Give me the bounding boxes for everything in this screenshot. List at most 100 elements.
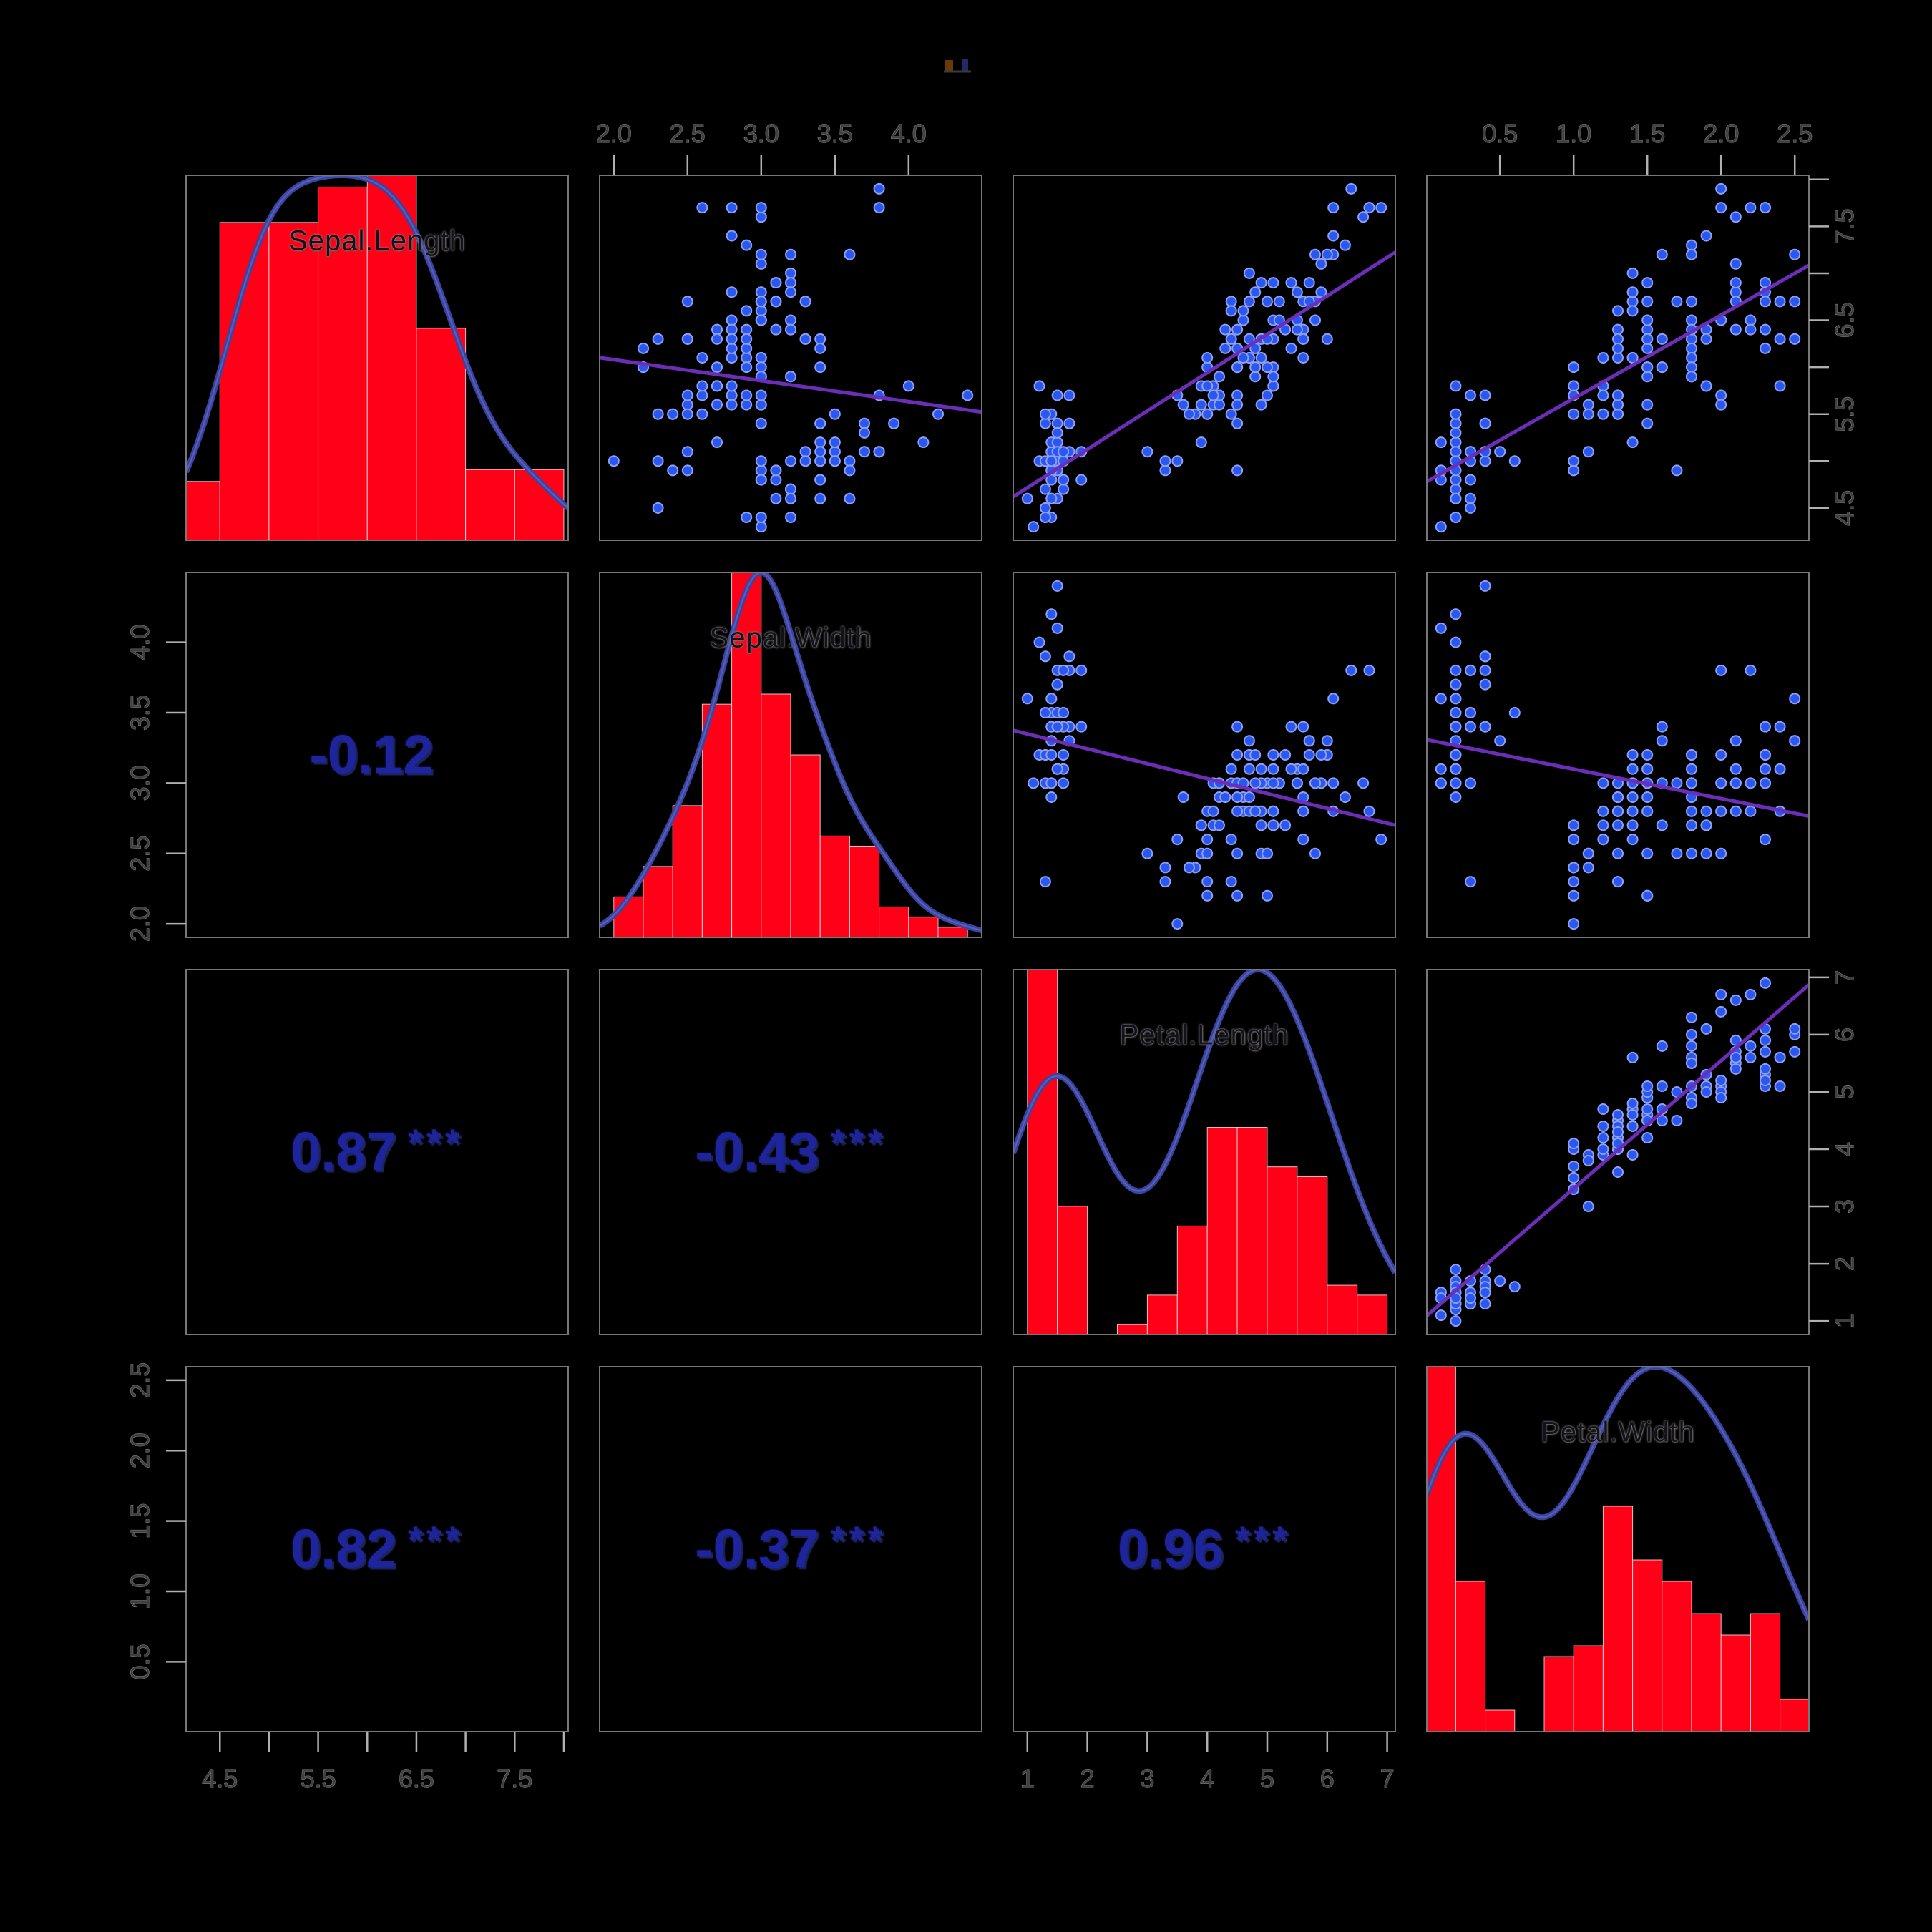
data-point xyxy=(1700,847,1712,859)
tick-label: 2.0 xyxy=(1703,119,1739,148)
tick-label: 2.5 xyxy=(1777,119,1813,148)
data-point xyxy=(1729,1051,1742,1063)
data-point xyxy=(741,239,753,251)
data-point xyxy=(1363,664,1375,676)
data-point xyxy=(1582,399,1594,411)
data-point xyxy=(711,361,723,374)
significance-stars: *** xyxy=(407,1518,464,1562)
histogram-bar xyxy=(1573,1645,1604,1732)
data-point xyxy=(1582,1201,1594,1212)
data-point xyxy=(1745,805,1757,817)
data-point xyxy=(1303,735,1315,747)
data-point xyxy=(829,408,841,420)
histogram-bar xyxy=(1455,1581,1486,1732)
data-point xyxy=(1686,1098,1697,1109)
data-point xyxy=(726,323,738,336)
data-point xyxy=(1291,777,1303,789)
data-point xyxy=(1279,819,1292,831)
data-point xyxy=(1207,389,1219,401)
data-point xyxy=(1686,819,1697,831)
data-point xyxy=(726,333,738,345)
panel-r1c1 xyxy=(185,175,569,541)
panel-r2c3 xyxy=(1013,572,1396,938)
panel-border xyxy=(599,175,982,541)
data-point xyxy=(1063,389,1075,401)
data-point xyxy=(696,408,708,420)
data-point xyxy=(1641,889,1654,902)
data-point xyxy=(1450,380,1462,392)
data-point xyxy=(608,455,620,467)
data-point xyxy=(741,352,753,364)
data-point xyxy=(1671,1115,1683,1126)
data-point xyxy=(726,342,738,354)
data-point xyxy=(1789,735,1801,747)
data-point xyxy=(785,483,796,495)
histogram-bar xyxy=(1780,1699,1809,1732)
tick-label: 1.5 xyxy=(125,1503,155,1539)
data-point xyxy=(1184,862,1195,874)
data-point xyxy=(1700,1023,1712,1035)
data-point xyxy=(1626,352,1639,364)
data-point xyxy=(1141,847,1153,859)
data-point xyxy=(1058,707,1070,718)
data-point xyxy=(1686,239,1697,251)
data-point xyxy=(1597,352,1609,364)
data-point xyxy=(1686,1057,1697,1069)
data-point xyxy=(770,492,782,504)
data-point xyxy=(1760,1045,1771,1058)
data-point xyxy=(667,464,679,477)
data-point xyxy=(814,342,826,354)
data-point xyxy=(1450,426,1462,439)
data-point xyxy=(652,408,664,420)
tick-label: 7.5 xyxy=(497,1764,532,1793)
data-point xyxy=(1656,361,1668,374)
tick-label: 2.5 xyxy=(125,836,155,872)
data-point xyxy=(1626,1098,1639,1109)
data-point xyxy=(1729,1034,1742,1046)
data-point xyxy=(1760,1075,1771,1086)
data-point xyxy=(1435,521,1447,533)
data-point xyxy=(681,408,693,420)
axis-left: 2.0 2.5 3.0 3.5 4.0 xyxy=(125,624,186,942)
data-point xyxy=(1641,361,1654,374)
histogram xyxy=(186,175,565,540)
data-point xyxy=(1285,277,1297,289)
data-point xyxy=(1789,1045,1801,1058)
data-point xyxy=(1159,862,1171,874)
data-point xyxy=(1479,721,1491,733)
data-point xyxy=(1774,763,1786,775)
data-point xyxy=(726,202,738,214)
data-point xyxy=(1141,446,1153,458)
data-point xyxy=(1039,650,1051,663)
data-point xyxy=(1465,474,1476,486)
data-point xyxy=(770,474,782,486)
data-point xyxy=(1612,1109,1624,1121)
data-point xyxy=(1729,994,1742,1006)
data-point xyxy=(1262,296,1273,308)
data-point xyxy=(741,323,753,336)
data-point xyxy=(1058,446,1070,458)
data-point xyxy=(1159,876,1171,888)
title-mark xyxy=(944,59,971,73)
data-point xyxy=(1285,342,1297,354)
data-point xyxy=(1231,464,1244,477)
data-point xyxy=(1435,1309,1447,1322)
histogram-bar xyxy=(1297,1176,1328,1335)
data-point xyxy=(1033,636,1045,648)
tick-label: 7.5 xyxy=(1830,208,1859,244)
data-point xyxy=(1494,446,1506,458)
data-point xyxy=(681,296,693,308)
correlation-value: 0.87 *** xyxy=(291,1121,464,1183)
data-point xyxy=(1195,399,1207,411)
data-point xyxy=(785,286,796,298)
data-point xyxy=(1479,455,1491,467)
data-point xyxy=(755,314,767,326)
data-point xyxy=(1626,791,1639,803)
data-point xyxy=(1789,333,1801,345)
data-point xyxy=(829,446,841,458)
data-point xyxy=(696,389,708,401)
data-point xyxy=(1237,314,1249,326)
data-point xyxy=(1686,1028,1697,1040)
panel-r2c4 xyxy=(1426,572,1810,938)
data-point xyxy=(1686,248,1697,260)
